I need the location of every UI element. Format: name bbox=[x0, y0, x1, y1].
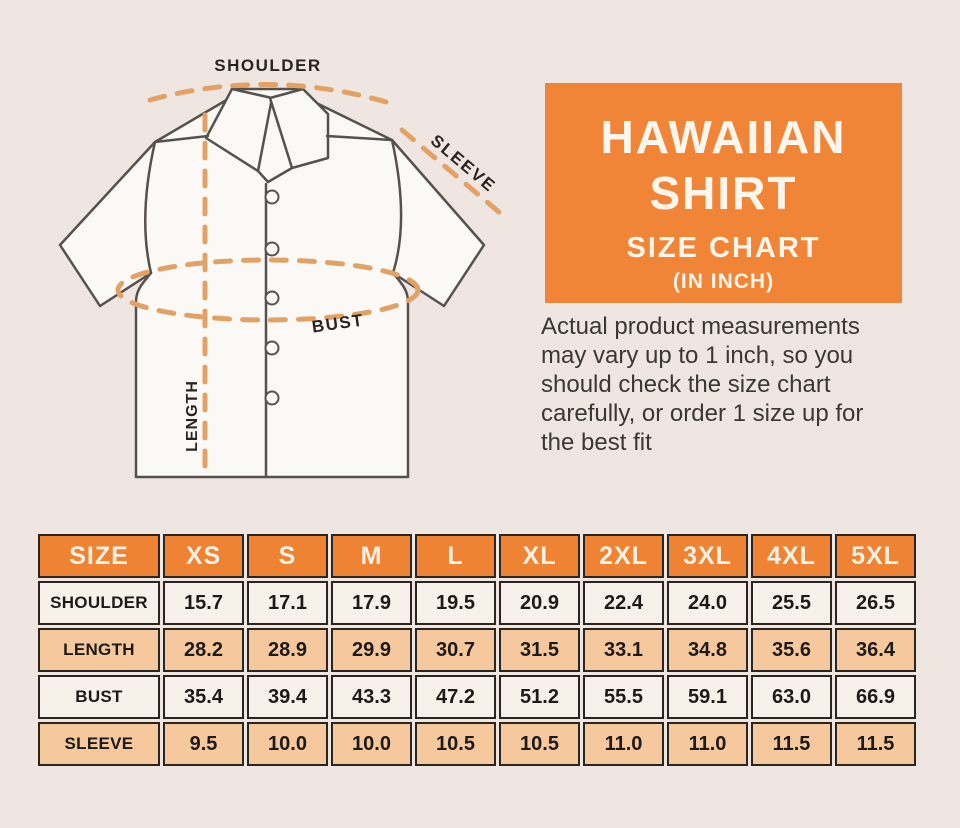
shirt-yoke-lines bbox=[153, 134, 394, 144]
table-row-shoulder: SHOULDER 15.7 17.1 17.9 19.5 20.9 22.4 2… bbox=[38, 581, 916, 625]
title-line-1: HAWAIIAN bbox=[600, 111, 847, 163]
measurement-cell: 20.9 bbox=[499, 581, 580, 625]
measurement-cell: 34.8 bbox=[667, 628, 748, 672]
header-cell-4xl: 4XL bbox=[751, 534, 832, 578]
header-cell-m: M bbox=[331, 534, 412, 578]
measurement-cell: 30.7 bbox=[415, 628, 496, 672]
shirt-collar-right-flap bbox=[268, 87, 330, 170]
note-line: the best fit bbox=[541, 429, 652, 456]
shirt-measurement-diagram: SHOULDER SLEEVE BUST LENGTH bbox=[30, 40, 510, 510]
measurement-cell: 36.4 bbox=[835, 628, 916, 672]
measurement-cell: 51.2 bbox=[499, 675, 580, 719]
measurement-cell: 24.0 bbox=[667, 581, 748, 625]
measurement-cell: 26.5 bbox=[835, 581, 916, 625]
row-label: BUST bbox=[38, 675, 160, 719]
header-cell-s: S bbox=[247, 534, 328, 578]
header-cell-xl: XL bbox=[499, 534, 580, 578]
bust-dash-ellipse bbox=[115, 257, 421, 323]
measurement-cell: 66.9 bbox=[835, 675, 916, 719]
measurement-cell: 11.5 bbox=[751, 722, 832, 766]
measurement-cell: 39.4 bbox=[247, 675, 328, 719]
table-row-sleeve: SLEEVE 9.5 10.0 10.0 10.5 10.5 11.0 11.0… bbox=[38, 722, 916, 766]
header-cell-3xl: 3XL bbox=[667, 534, 748, 578]
measurement-cell: 19.5 bbox=[415, 581, 496, 625]
shirt-right-armhole-seam bbox=[390, 138, 403, 275]
note-line: may vary up to 1 inch, so you bbox=[541, 342, 854, 369]
measurement-cell: 17.1 bbox=[247, 581, 328, 625]
shirt-vneck-lines bbox=[256, 166, 294, 184]
sleeve-label: SLEEVE bbox=[427, 131, 500, 196]
shoulder-label: SHOULDER bbox=[214, 56, 321, 75]
measurement-cell: 11.0 bbox=[667, 722, 748, 766]
measurement-cell: 35.4 bbox=[163, 675, 244, 719]
measurement-cell: 10.0 bbox=[247, 722, 328, 766]
unit-label: (IN INCH) bbox=[672, 270, 775, 293]
measurement-cell: 15.7 bbox=[163, 581, 244, 625]
header-cell-xs: XS bbox=[163, 534, 244, 578]
measurement-note: Actual product measurements may vary up … bbox=[541, 312, 941, 457]
measurement-cell: 43.3 bbox=[331, 675, 412, 719]
shirt-buttons bbox=[264, 189, 280, 406]
measurement-cell: 28.2 bbox=[163, 628, 244, 672]
measurement-cell: 9.5 bbox=[163, 722, 244, 766]
shirt-body-outline bbox=[58, 93, 486, 479]
measurement-cell: 17.9 bbox=[331, 581, 412, 625]
shirt-left-armhole-seam bbox=[144, 140, 157, 275]
measurement-cell: 10.5 bbox=[499, 722, 580, 766]
note-line: should check the size chart bbox=[541, 371, 831, 398]
measurement-cell: 31.5 bbox=[499, 628, 580, 672]
shoulder-dash-line bbox=[147, 82, 389, 105]
header-cell-2xl: 2XL bbox=[583, 534, 664, 578]
measurement-cell: 33.1 bbox=[583, 628, 664, 672]
measurement-cell: 28.9 bbox=[247, 628, 328, 672]
measurement-cell: 10.5 bbox=[415, 722, 496, 766]
title-subtitle: SIZE CHART bbox=[626, 232, 821, 264]
length-label: LENGTH bbox=[184, 380, 201, 452]
measurement-cell: 22.4 bbox=[583, 581, 664, 625]
header-cell-5xl: 5XL bbox=[835, 534, 916, 578]
note-line: Actual product measurements bbox=[541, 313, 860, 340]
table-row-bust: BUST 35.4 39.4 43.3 47.2 51.2 55.5 59.1 … bbox=[38, 675, 916, 719]
header-cell-l: L bbox=[415, 534, 496, 578]
measurement-cell: 29.9 bbox=[331, 628, 412, 672]
size-table: SIZE XS S M L XL 2XL 3XL 4XL 5XL SHOULDE… bbox=[35, 531, 919, 769]
row-label: SHOULDER bbox=[38, 581, 160, 625]
shirt-diagram-svg: SHOULDER SLEEVE BUST LENGTH bbox=[58, 56, 503, 480]
page-title: HAWAIIAN SHIRT bbox=[545, 83, 902, 221]
title-line-2: SHIRT bbox=[649, 167, 798, 219]
measurement-cell: 55.5 bbox=[583, 675, 664, 719]
table-row-length: LENGTH 28.2 28.9 29.9 30.7 31.5 33.1 34.… bbox=[38, 628, 916, 672]
measurement-cell: 47.2 bbox=[415, 675, 496, 719]
row-label: SLEEVE bbox=[38, 722, 160, 766]
sleeve-dash-line bbox=[399, 127, 503, 216]
size-table-header-row: SIZE XS S M L XL 2XL 3XL 4XL 5XL bbox=[38, 534, 916, 578]
measurement-cell: 11.0 bbox=[583, 722, 664, 766]
measurement-cell: 11.5 bbox=[835, 722, 916, 766]
row-label: LENGTH bbox=[38, 628, 160, 672]
title-card: HAWAIIAN SHIRT SIZE CHART (IN INCH) bbox=[545, 83, 902, 303]
measurement-cell: 63.0 bbox=[751, 675, 832, 719]
note-line: carefully, or order 1 size up for bbox=[541, 400, 864, 427]
measurement-cell: 10.0 bbox=[331, 722, 412, 766]
measurement-cell: 35.6 bbox=[751, 628, 832, 672]
header-cell-size: SIZE bbox=[38, 534, 160, 578]
measurement-cell: 59.1 bbox=[667, 675, 748, 719]
measurement-cell: 25.5 bbox=[751, 581, 832, 625]
